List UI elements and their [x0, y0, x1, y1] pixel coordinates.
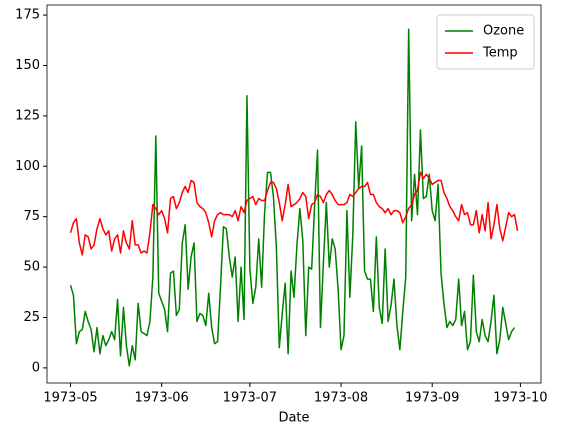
plot-frame: [46, 4, 542, 384]
legend-label: Temp: [482, 46, 518, 61]
y-tick-label: 100: [15, 159, 40, 174]
x-axis-label: Date: [278, 411, 309, 426]
y-tick-label: 50: [23, 260, 40, 275]
x-tick-label: 1973-07: [223, 391, 277, 406]
y-tick-label: 0: [32, 360, 40, 375]
legend-box: [436, 14, 535, 70]
x-tick-label: 1973-10: [493, 391, 547, 406]
y-tick-label: 175: [15, 8, 40, 23]
x-tick-label: 1973-08: [314, 391, 368, 406]
x-tick-label: 1973-05: [43, 391, 97, 406]
x-tick-label: 1973-06: [135, 391, 189, 406]
data-line: [69, 171, 519, 256]
data-line: [69, 28, 516, 367]
legend-label: Ozone: [483, 24, 524, 39]
y-tick-label: 75: [23, 209, 40, 224]
y-tick-label: 25: [23, 310, 40, 325]
y-tick-label: 150: [15, 58, 40, 73]
y-tick-label: 125: [15, 108, 40, 123]
x-tick-label: 1973-09: [405, 391, 459, 406]
